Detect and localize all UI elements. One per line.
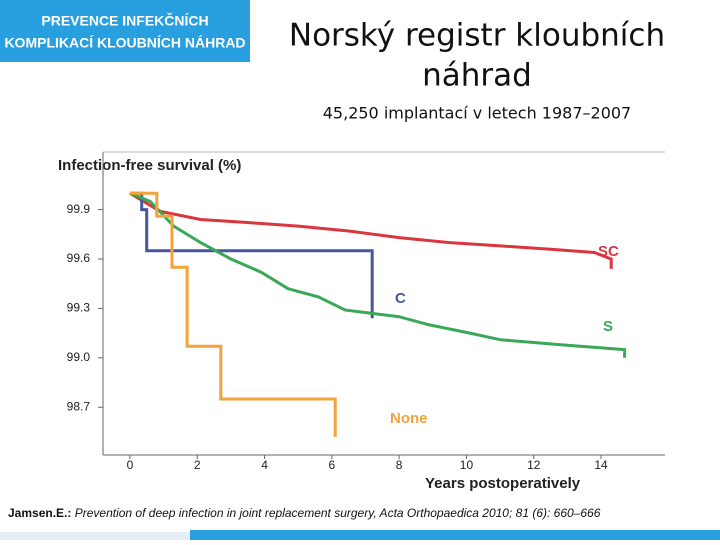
- series-label: None: [390, 410, 428, 427]
- x-tick-label: 0: [127, 458, 134, 472]
- x-tick-label: 10: [460, 458, 474, 472]
- badge-box: [0, 0, 250, 62]
- y-tick-label: 99.3: [67, 301, 91, 315]
- x-tick-label: 12: [527, 458, 541, 472]
- badge-text: KOMPLIKACÍ KLOUBNÍCH NÁHRAD: [4, 35, 245, 51]
- x-tick-label: 8: [396, 458, 403, 472]
- y-axis-label: Infection-free survival (%): [58, 157, 241, 174]
- footer-strip: [0, 532, 190, 540]
- subtitle: 45,250 implantací v letech 1987–2007: [323, 104, 631, 123]
- citation-text: Prevention of deep infection in joint re…: [75, 506, 601, 520]
- y-tick-label: 99.9: [67, 202, 91, 216]
- series-line: [129, 191, 613, 269]
- series-label: S: [603, 318, 613, 335]
- series-line: [129, 191, 337, 437]
- y-tick-label: 99.6: [67, 251, 91, 265]
- x-tick-label: 14: [594, 458, 608, 472]
- x-axis-label: Years postoperatively: [425, 475, 581, 492]
- series-label: C: [395, 290, 406, 307]
- y-tick-label: 99.0: [67, 350, 91, 364]
- footer-bar: [190, 530, 720, 540]
- x-tick-label: 4: [261, 458, 268, 472]
- y-tick-label: 98.7: [67, 399, 91, 413]
- x-tick-label: 2: [194, 458, 201, 472]
- badge-text: PREVENCE INFEKČNÍCH: [41, 12, 208, 29]
- title: náhrad: [422, 58, 532, 94]
- series-line: [129, 191, 627, 358]
- x-tick-label: 6: [328, 458, 335, 472]
- citation-author: Jamsen.E.:: [8, 506, 71, 520]
- series-label: SC: [598, 243, 619, 260]
- title: Norský registr kloubních: [289, 18, 665, 54]
- citation: Jamsen.E.: Prevention of deep infection …: [8, 506, 601, 520]
